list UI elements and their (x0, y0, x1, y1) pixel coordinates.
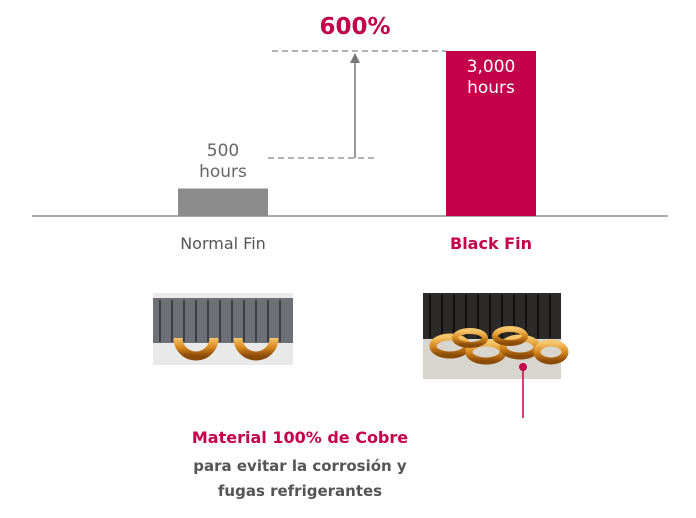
callout-text: para evitar la corrosión y (193, 457, 407, 475)
callout-title: Material 100% de Cobre (191, 428, 409, 447)
bar (178, 188, 268, 216)
black-fin-image (423, 293, 569, 379)
increase-annotation: 600% (319, 14, 391, 40)
normal-fin-image (153, 293, 293, 365)
category-label: Black Fin (450, 234, 532, 253)
callout-dot (519, 363, 527, 371)
value-label: 500 hours (199, 140, 247, 182)
category-label: Normal Fin (180, 234, 266, 253)
callout-text: fugas refrigerantes (217, 482, 383, 500)
arrow-head (350, 53, 360, 63)
value-label: 3,000 hours (466, 57, 516, 98)
bar (446, 51, 536, 216)
